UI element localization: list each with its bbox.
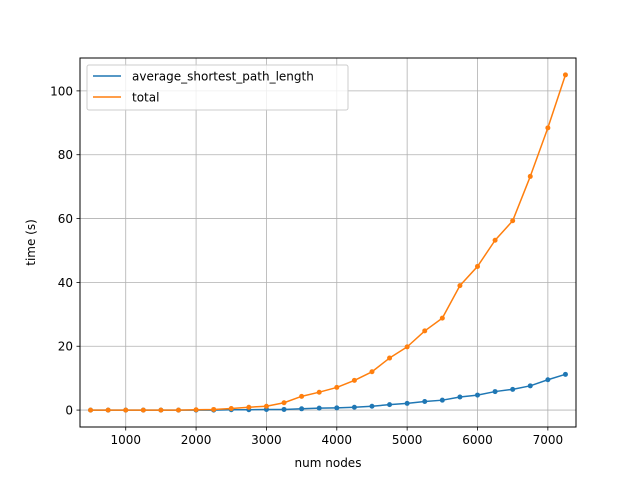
- y-axis-label: time (s): [24, 219, 38, 266]
- data-point-average-shortest-path-length: [351, 404, 357, 410]
- data-point-total: [492, 237, 498, 243]
- data-point-total: [299, 393, 305, 399]
- y-tick-label: 40: [58, 276, 73, 290]
- data-point-average-shortest-path-length: [422, 398, 428, 404]
- data-point-average-shortest-path-length: [527, 383, 533, 389]
- data-point-average-shortest-path-length: [404, 400, 410, 406]
- legend-box: [86, 64, 349, 111]
- data-point-total: [105, 407, 111, 413]
- data-point-total: [351, 377, 357, 383]
- x-axis-label: num nodes: [295, 456, 362, 470]
- legend-label-average-shortest-path-length: average_shortest_path_length: [132, 70, 314, 84]
- data-point-average-shortest-path-length: [281, 406, 287, 412]
- data-point-average-shortest-path-length: [457, 394, 463, 400]
- data-point-total: [123, 407, 129, 413]
- data-point-total: [562, 72, 568, 78]
- data-point-average-shortest-path-length: [439, 397, 445, 403]
- data-point-total: [211, 406, 217, 412]
- data-point-total: [334, 384, 340, 390]
- data-point-total: [387, 355, 393, 361]
- data-point-average-shortest-path-length: [299, 406, 305, 412]
- data-point-total: [246, 404, 252, 410]
- x-tick-label: 1000: [110, 433, 141, 447]
- x-tick-label: 2000: [181, 433, 212, 447]
- data-point-total: [228, 405, 234, 411]
- series-line-total: [90, 74, 567, 411]
- data-point-total: [457, 283, 463, 289]
- x-tick-label: 3000: [251, 433, 282, 447]
- data-point-average-shortest-path-length: [562, 371, 568, 377]
- data-point-total: [475, 263, 481, 269]
- data-point-total: [140, 407, 146, 413]
- data-point-total: [404, 344, 410, 350]
- y-tick-label: 20: [58, 340, 73, 354]
- legend-label-total: total: [132, 91, 159, 105]
- plot-frame: [79, 57, 577, 428]
- x-tick-label: 7000: [533, 433, 564, 447]
- y-tick-label: 0: [65, 404, 73, 418]
- data-point-average-shortest-path-length: [475, 392, 481, 398]
- data-point-total: [88, 407, 94, 413]
- data-point-total: [527, 173, 533, 179]
- data-point-total: [545, 125, 551, 131]
- data-point-total: [193, 407, 199, 413]
- x-tick-label: 6000: [462, 433, 493, 447]
- data-point-average-shortest-path-length: [387, 402, 393, 408]
- x-tick-label: 4000: [322, 433, 353, 447]
- series-layer: [88, 72, 568, 413]
- data-point-total: [263, 403, 269, 409]
- data-point-total: [369, 369, 375, 375]
- series-total: [88, 72, 568, 413]
- data-point-average-shortest-path-length: [316, 405, 322, 411]
- x-tick-label: 5000: [392, 433, 423, 447]
- data-point-average-shortest-path-length: [510, 386, 516, 392]
- legend: average_shortest_path_length total: [86, 64, 349, 111]
- data-point-total: [316, 389, 322, 395]
- data-point-average-shortest-path-length: [545, 377, 551, 383]
- ticks: 1000 2000 3000 4000 5000 6000 7000 0 20 40 60 80 100: [50, 84, 563, 447]
- data-point-total: [439, 315, 445, 321]
- data-point-total: [510, 218, 516, 224]
- data-point-average-shortest-path-length: [492, 389, 498, 395]
- y-tick-label: 80: [58, 148, 73, 162]
- y-tick-label: 60: [58, 212, 73, 226]
- data-point-total: [422, 328, 428, 334]
- data-point-total: [281, 400, 287, 406]
- data-point-total: [158, 407, 164, 413]
- y-tick-label: 100: [50, 84, 73, 98]
- data-point-average-shortest-path-length: [369, 403, 375, 409]
- data-point-total: [175, 407, 181, 413]
- data-point-average-shortest-path-length: [334, 405, 340, 411]
